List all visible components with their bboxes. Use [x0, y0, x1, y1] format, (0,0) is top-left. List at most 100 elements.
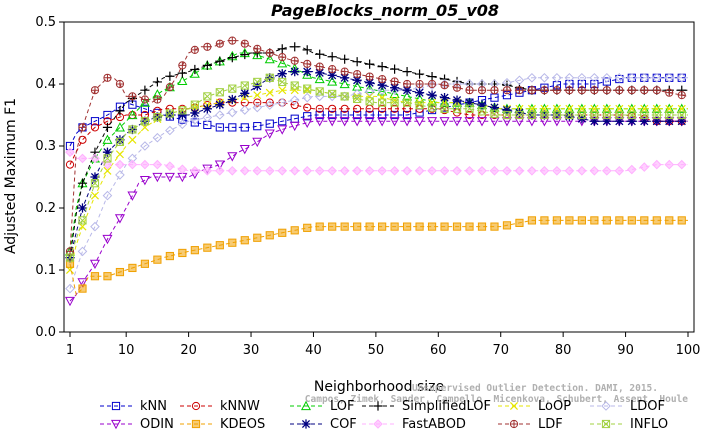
point-ldf	[315, 62, 324, 71]
point-odin	[414, 117, 425, 127]
point-ldof	[602, 72, 612, 83]
point-inflo	[427, 103, 437, 112]
point-knnw	[353, 104, 362, 113]
point-knn	[140, 104, 150, 113]
point-kdeos	[228, 238, 237, 247]
point-simplifiedlof	[277, 44, 287, 54]
point-kdeos	[115, 267, 125, 277]
x-axis: 1 10 20 30 40 50 60 70 80 90 100	[66, 332, 700, 358]
point-knn	[90, 117, 100, 126]
y-tick-label: 0.5	[35, 15, 56, 30]
point-ldof	[252, 102, 263, 113]
point-simplifiedlof	[77, 178, 88, 188]
point-ldof	[364, 86, 375, 97]
point-fastabod	[77, 153, 88, 164]
point-kdeos	[502, 221, 512, 230]
point-inflo	[140, 117, 150, 126]
point-cof	[165, 110, 175, 120]
point-ldof	[627, 72, 637, 83]
x-tick-label: 1	[66, 343, 74, 358]
point-inflo	[577, 110, 586, 120]
point-knn	[390, 110, 399, 120]
point-kdeos	[165, 251, 174, 261]
legend-label-kdeos: KDEOS	[220, 417, 265, 432]
point-inflo	[240, 81, 249, 90]
point-fastabod	[676, 159, 687, 170]
point-cof	[627, 116, 637, 126]
y-tick-label: 0.2	[35, 201, 56, 216]
point-fastabod	[539, 165, 550, 176]
point-simplifiedlof	[340, 54, 350, 64]
point-simplifiedlof	[290, 42, 300, 52]
legend-marker-loop	[509, 401, 519, 411]
point-lof	[402, 91, 413, 101]
point-fastabod	[165, 161, 175, 171]
point-lof	[177, 75, 188, 85]
series-simplifiedlof	[65, 42, 688, 263]
point-simplifiedlof	[190, 64, 200, 75]
point-inflo	[78, 216, 87, 225]
point-lof	[277, 58, 288, 68]
y-axis-label: Adjusted Maximum F1	[3, 98, 19, 254]
x-tick-label: 10	[118, 343, 135, 358]
point-fastabod	[514, 165, 525, 176]
point-fastabod	[502, 165, 512, 176]
point-inflo	[165, 109, 174, 118]
point-knn	[353, 110, 362, 120]
point-ldof	[277, 97, 288, 108]
point-inflo	[627, 110, 636, 120]
point-simplifiedlof	[390, 64, 400, 74]
point-simplifiedlof	[327, 52, 337, 62]
legend-marker-kdeos	[191, 419, 201, 429]
point-knn	[402, 110, 412, 120]
point-ldof	[115, 170, 125, 180]
point-knnw	[378, 104, 387, 113]
point-cof	[202, 104, 212, 114]
point-cof	[564, 111, 574, 121]
point-knn	[602, 77, 611, 86]
x-tick-label: 90	[617, 343, 634, 358]
point-kdeos	[78, 284, 87, 293]
point-odin	[514, 117, 525, 127]
point-fastabod	[389, 165, 400, 176]
point-inflo	[378, 98, 387, 107]
point-ldf	[640, 86, 649, 95]
point-inflo	[203, 92, 212, 101]
point-knnw	[65, 160, 75, 169]
point-knnw	[465, 110, 474, 120]
point-inflo	[615, 110, 624, 120]
point-inflo	[590, 110, 599, 120]
point-loop	[128, 135, 137, 144]
legend-label-ldof: LDOF	[630, 399, 665, 414]
point-lof	[327, 76, 338, 86]
point-cof	[477, 100, 487, 110]
legend-entry-lof: LOF	[290, 399, 355, 414]
point-inflo	[502, 110, 512, 120]
point-kdeos	[552, 216, 562, 225]
point-lof	[364, 83, 375, 94]
point-inflo	[652, 110, 661, 120]
legend-entry-odin: ODIN	[100, 417, 174, 432]
point-loop	[253, 91, 262, 100]
series-odin	[64, 117, 688, 307]
point-simplifiedlof	[315, 49, 325, 59]
point-cof	[240, 88, 250, 98]
y-tick-label: 0.0	[35, 325, 56, 340]
legend-entry-ldf: LDF	[498, 417, 563, 432]
point-ldof	[152, 132, 163, 143]
legend-entry-fastabod: FastABOD	[362, 417, 466, 432]
point-ldof	[651, 72, 662, 83]
watermark-line-2: Campos, Zimek, Sander, Campello, Micenko…	[305, 394, 688, 405]
point-kdeos	[140, 259, 150, 268]
point-loop	[103, 166, 112, 175]
point-odin	[427, 117, 438, 127]
legend-label-inflo: INFLO	[630, 417, 668, 432]
point-inflo	[665, 110, 674, 120]
point-fastabod	[564, 165, 575, 176]
point-inflo	[303, 84, 312, 93]
point-ldof	[539, 72, 550, 83]
legend-marker-knn	[111, 401, 121, 411]
point-ldf	[615, 86, 624, 95]
point-kdeos	[452, 222, 462, 231]
point-fastabod	[339, 165, 350, 176]
